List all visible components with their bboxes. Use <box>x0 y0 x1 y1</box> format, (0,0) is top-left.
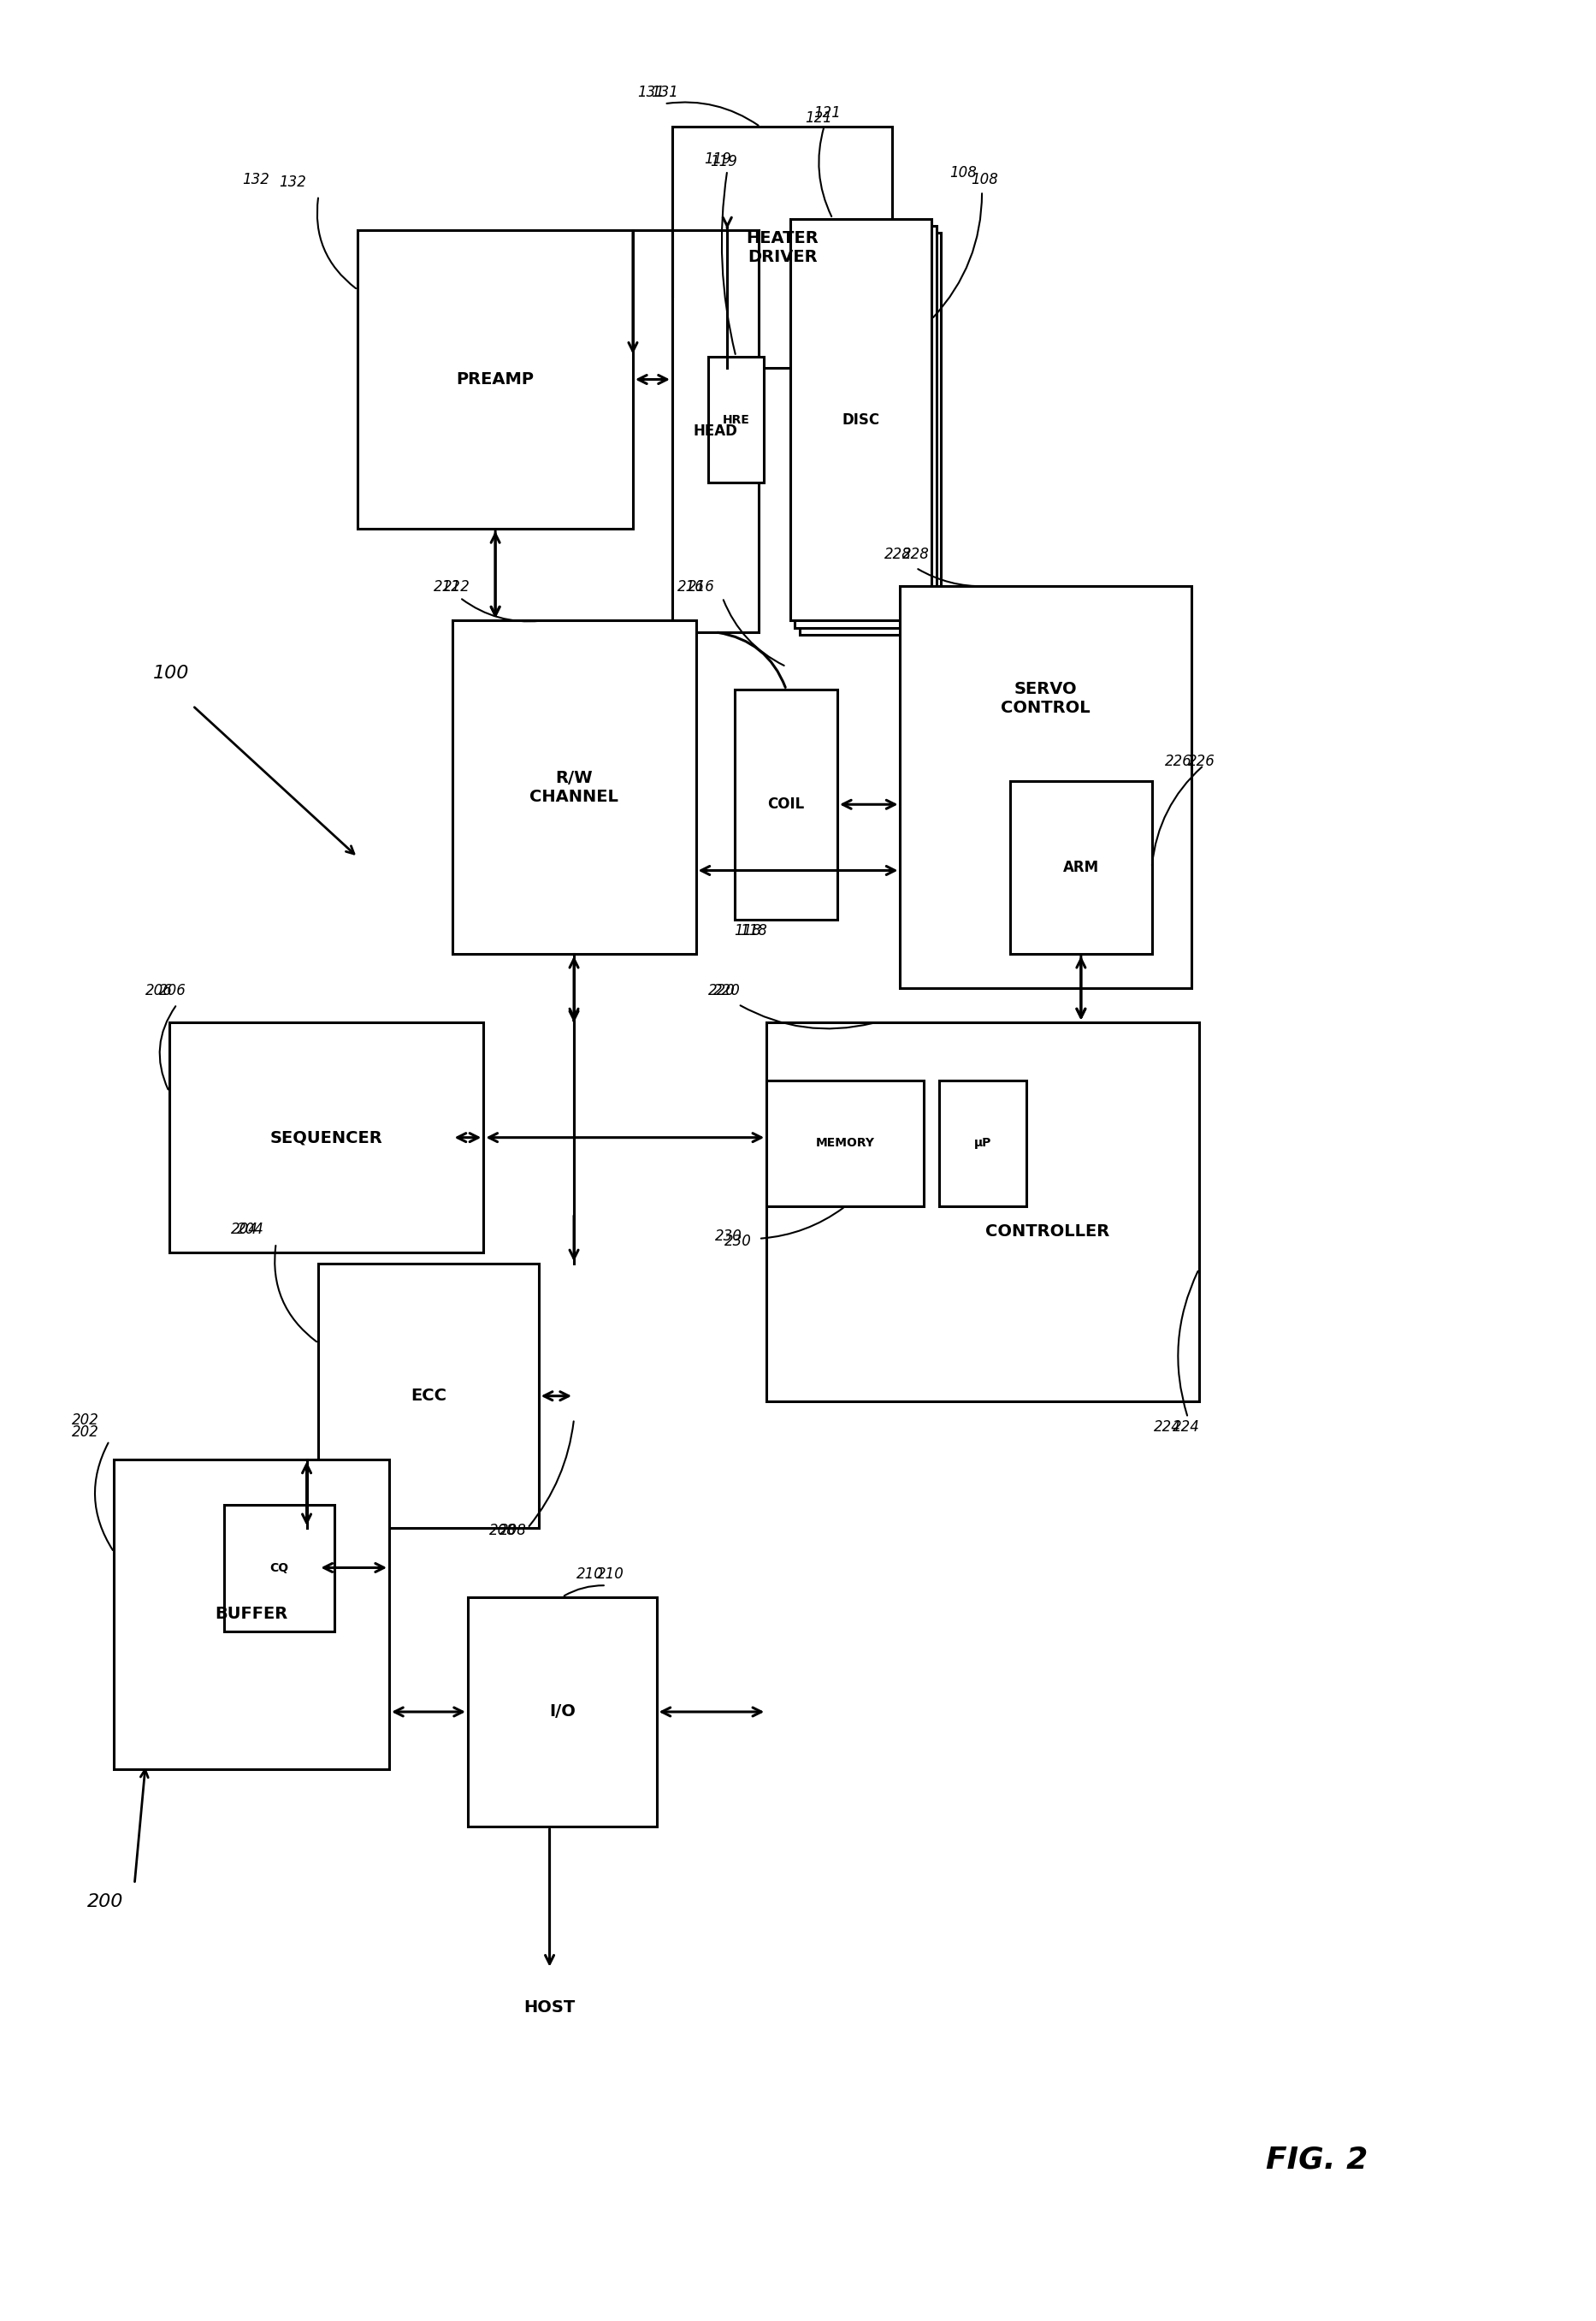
Text: 204: 204 <box>236 1223 263 1237</box>
Text: 208: 208 <box>500 1523 527 1539</box>
Text: 121: 121 <box>804 109 832 125</box>
Text: μP: μP <box>974 1137 991 1149</box>
Text: 119: 119 <box>710 153 737 169</box>
Text: 230: 230 <box>725 1232 752 1249</box>
Text: 226: 226 <box>1165 754 1192 768</box>
Text: 226: 226 <box>1187 754 1215 768</box>
FancyBboxPatch shape <box>113 1460 389 1769</box>
Text: COIL: COIL <box>768 796 804 812</box>
FancyBboxPatch shape <box>795 225 937 627</box>
Text: BUFFER: BUFFER <box>215 1606 289 1622</box>
FancyBboxPatch shape <box>790 218 932 620</box>
Text: 131: 131 <box>651 86 678 100</box>
Text: 212: 212 <box>444 578 471 594</box>
FancyBboxPatch shape <box>169 1024 484 1253</box>
Text: I/O: I/O <box>549 1704 576 1720</box>
Text: 216: 216 <box>677 578 705 594</box>
Text: 224: 224 <box>1171 1420 1200 1434</box>
FancyBboxPatch shape <box>1010 782 1152 954</box>
Text: 228: 228 <box>884 548 911 562</box>
Text: PREAMP: PREAMP <box>456 371 535 388</box>
FancyBboxPatch shape <box>672 230 758 631</box>
Text: 212: 212 <box>433 578 461 594</box>
Text: 118: 118 <box>734 924 761 938</box>
Text: SERVO
CONTROL: SERVO CONTROL <box>1001 682 1090 717</box>
Text: SEQUENCER: SEQUENCER <box>270 1130 383 1147</box>
Text: 204: 204 <box>231 1223 259 1237</box>
Text: 100: 100 <box>153 664 190 682</box>
Text: HOST: HOST <box>523 1998 575 2015</box>
Text: HRE: HRE <box>723 413 750 425</box>
Text: 131: 131 <box>638 86 666 100</box>
FancyBboxPatch shape <box>800 232 942 634</box>
Text: HEATER
DRIVER: HEATER DRIVER <box>745 230 819 265</box>
FancyBboxPatch shape <box>940 1079 1026 1207</box>
Text: 224: 224 <box>1154 1420 1181 1434</box>
Text: 208: 208 <box>488 1523 516 1539</box>
Text: DISC: DISC <box>843 411 879 427</box>
Text: 108: 108 <box>970 172 998 188</box>
Text: 121: 121 <box>814 104 841 121</box>
Text: 206: 206 <box>158 984 185 998</box>
Text: 202: 202 <box>72 1413 99 1427</box>
Text: 230: 230 <box>715 1228 742 1244</box>
FancyBboxPatch shape <box>319 1265 538 1527</box>
Text: 220: 220 <box>713 984 741 998</box>
Text: 220: 220 <box>709 984 736 998</box>
Text: HEAD: HEAD <box>693 422 737 439</box>
FancyBboxPatch shape <box>709 357 763 483</box>
Text: 216: 216 <box>688 578 715 594</box>
FancyBboxPatch shape <box>766 1024 1199 1402</box>
FancyBboxPatch shape <box>468 1597 656 1827</box>
Text: 210: 210 <box>576 1567 605 1583</box>
Text: ARM: ARM <box>1063 859 1100 875</box>
Text: CONTROLLER: CONTROLLER <box>985 1223 1109 1239</box>
Text: 108: 108 <box>950 165 977 181</box>
Text: 228: 228 <box>902 548 929 562</box>
Text: 118: 118 <box>741 924 768 938</box>
Text: 119: 119 <box>704 151 731 167</box>
Text: FIG. 2: FIG. 2 <box>1266 2145 1368 2175</box>
FancyBboxPatch shape <box>900 587 1191 989</box>
Text: R/W
CHANNEL: R/W CHANNEL <box>530 771 618 805</box>
Text: 206: 206 <box>145 984 172 998</box>
Text: 132: 132 <box>243 172 270 188</box>
FancyBboxPatch shape <box>672 128 892 369</box>
FancyBboxPatch shape <box>223 1504 334 1632</box>
Text: CQ: CQ <box>270 1562 289 1574</box>
Text: 210: 210 <box>597 1567 624 1583</box>
Text: MEMORY: MEMORY <box>816 1137 875 1149</box>
FancyBboxPatch shape <box>736 689 838 919</box>
FancyBboxPatch shape <box>452 620 696 954</box>
Text: 202: 202 <box>72 1425 99 1439</box>
Text: 132: 132 <box>279 174 306 190</box>
Text: ECC: ECC <box>410 1388 447 1404</box>
Text: 200: 200 <box>88 1894 123 1910</box>
FancyBboxPatch shape <box>766 1079 924 1207</box>
FancyBboxPatch shape <box>358 230 634 529</box>
